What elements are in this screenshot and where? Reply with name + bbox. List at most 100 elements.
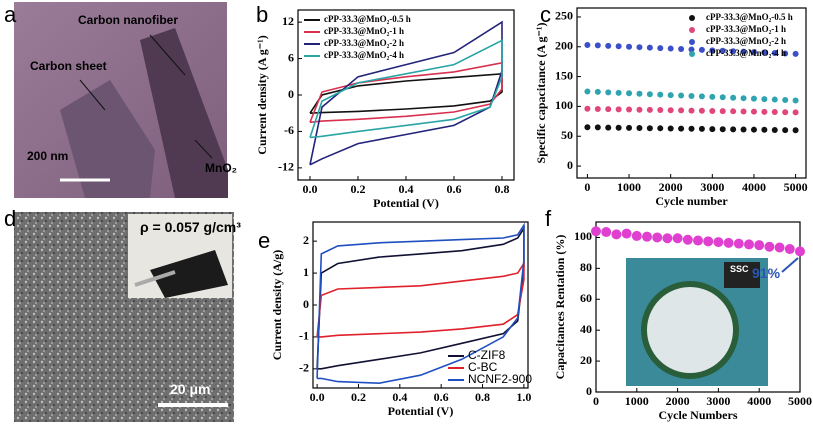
data-point <box>719 108 726 115</box>
panel-letter: a <box>4 2 17 27</box>
data-point <box>771 96 778 103</box>
data-point <box>719 126 726 133</box>
data-point <box>688 107 695 114</box>
y-tick-label: 0 <box>567 158 573 172</box>
panel-letter: d <box>4 206 16 231</box>
data-point <box>744 239 754 250</box>
data-point <box>698 125 705 132</box>
data-point <box>621 228 632 239</box>
data-point <box>733 238 744 249</box>
data-point <box>682 234 693 245</box>
data-point <box>693 235 703 246</box>
y-tick-label: 50 <box>561 128 573 142</box>
data-point <box>646 44 653 51</box>
data-point <box>584 105 591 112</box>
data-point <box>782 96 789 103</box>
x-axis-title: Potential (V) <box>388 404 454 418</box>
y-tick-label: 40 <box>580 322 592 336</box>
data-point <box>730 94 737 101</box>
label: Carbon nanofiber <box>78 13 178 27</box>
x-tick-label: 0.8 <box>475 390 490 404</box>
y-tick-label: 100 <box>574 229 592 243</box>
y-tick-label: 0 <box>586 384 592 398</box>
data-point <box>688 46 695 53</box>
data-point <box>662 233 673 244</box>
x-tick-label: 0.6 <box>434 390 449 404</box>
data-point <box>636 90 643 97</box>
y-axis-title: Current density (A/g) <box>270 250 284 360</box>
cv-curve <box>309 72 503 114</box>
y-tick-label: 100 <box>555 98 573 112</box>
data-point <box>652 232 663 243</box>
cv-curve <box>316 222 525 385</box>
y-tick-label: -1 <box>299 329 309 343</box>
data-point <box>750 49 757 56</box>
panel-letter: f <box>545 206 552 231</box>
data-point <box>646 91 653 98</box>
legend-label: NCNF2-900 <box>468 372 532 386</box>
nanofiber <box>140 28 228 198</box>
data-point <box>774 242 785 253</box>
data-point <box>636 44 643 51</box>
data-point <box>667 107 674 114</box>
data-point <box>730 48 737 55</box>
data-point <box>792 109 799 116</box>
data-point <box>678 92 685 99</box>
data-point <box>615 106 622 113</box>
data-point <box>719 94 726 101</box>
data-point <box>626 124 633 131</box>
y-tick-label: 20 <box>580 353 592 367</box>
annotation: 91% <box>752 265 781 281</box>
y-tick-label: 0 <box>303 297 309 311</box>
data-point <box>678 107 685 114</box>
data-point <box>646 106 653 113</box>
data-point <box>771 126 778 133</box>
scale-label: 200 nm <box>27 149 68 163</box>
x-tick-label: 0 <box>593 394 599 408</box>
data-point <box>678 45 685 52</box>
y-tick-label: 80 <box>580 260 592 274</box>
x-tick-label: 0.2 <box>351 182 366 196</box>
data-point <box>792 127 799 134</box>
data-point <box>771 109 778 116</box>
y-tick-label: 12 <box>282 14 294 28</box>
data-point <box>594 42 601 49</box>
data-point <box>784 244 795 255</box>
data-point <box>754 240 765 251</box>
data-point <box>605 124 612 131</box>
data-point <box>601 227 612 238</box>
data-point <box>631 230 642 241</box>
data-point <box>678 125 685 132</box>
x-tick-label: 3000 <box>700 180 724 194</box>
x-tick-label: 1000 <box>617 180 641 194</box>
y-tick-label: 250 <box>555 9 573 23</box>
density-label: ρ = 0.057 g/cm³ <box>140 219 241 235</box>
carbon-sheet <box>60 80 155 198</box>
data-point <box>636 125 643 132</box>
data-point <box>740 95 747 102</box>
data-point <box>672 233 683 244</box>
device <box>641 281 739 379</box>
x-tick-label: 0.0 <box>303 182 318 196</box>
data-point <box>703 236 714 247</box>
x-tick-label: 4000 <box>742 180 766 194</box>
data-point <box>615 43 622 50</box>
panel-letter: e <box>258 228 270 253</box>
data-point <box>792 50 799 57</box>
scale-label: 20 μm <box>170 381 210 397</box>
data-point <box>750 126 757 133</box>
data-point <box>761 96 768 103</box>
y-tick-label: 150 <box>555 68 573 82</box>
data-point <box>667 45 674 52</box>
label: MnO₂ <box>205 161 237 175</box>
data-point <box>626 43 633 50</box>
x-tick-label: 2000 <box>659 180 683 194</box>
panel-letter: c <box>540 2 551 27</box>
data-point <box>591 226 601 237</box>
data-point <box>688 92 695 99</box>
data-point <box>584 41 591 48</box>
data-point <box>615 89 622 96</box>
data-point <box>709 107 716 114</box>
data-point <box>605 89 612 96</box>
data-point <box>771 50 778 57</box>
